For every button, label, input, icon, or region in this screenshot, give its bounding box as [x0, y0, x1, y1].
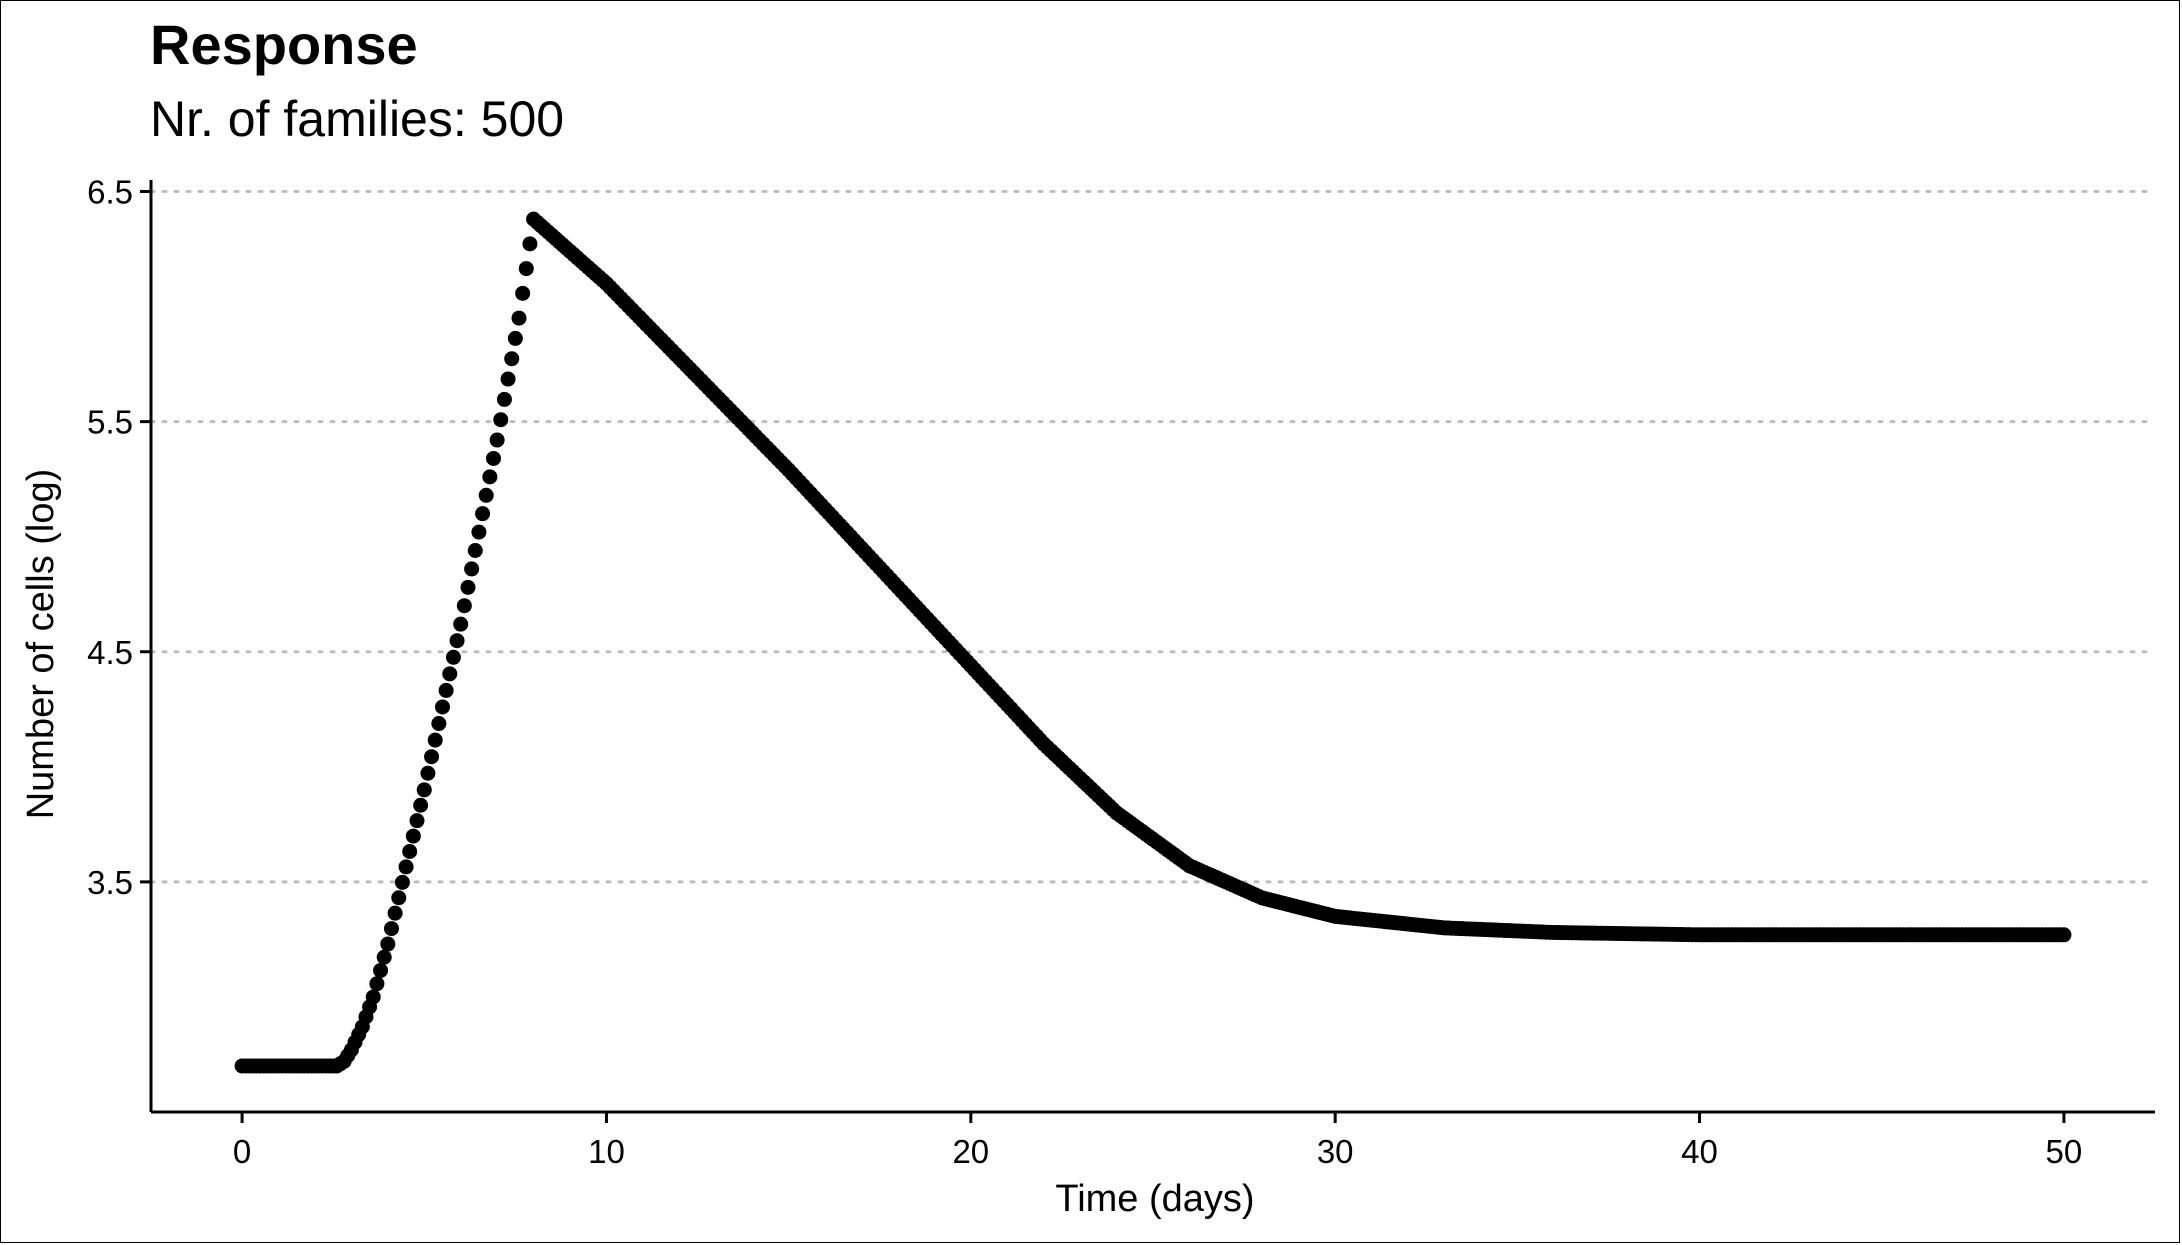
data-point [376, 949, 392, 965]
data-point [387, 905, 403, 921]
data-point [522, 236, 538, 252]
data-point [383, 921, 399, 937]
data-point [380, 936, 396, 952]
y-axis-label: Number of cells (log) [20, 469, 62, 820]
data-point [391, 890, 407, 906]
y-tick-label-4.5: 4.5 [87, 634, 133, 671]
data-point [369, 976, 385, 992]
data-point [442, 666, 458, 682]
data-point [471, 524, 487, 540]
x-tick-label-10: 10 [588, 1133, 625, 1170]
data-point [398, 859, 414, 875]
data-point [515, 285, 531, 301]
data-point [445, 649, 461, 665]
data-point [438, 682, 454, 698]
data-point [434, 699, 450, 715]
data-point [424, 749, 440, 765]
x-axis-ticks: 0 10 20 30 40 50 [233, 1112, 2082, 1170]
data-point [486, 450, 502, 466]
data-point [453, 616, 469, 632]
grid-lines [149, 190, 2157, 884]
data-point [467, 542, 483, 558]
data-point [449, 633, 465, 649]
chart-subtitle: Nr. of families: 500 [150, 91, 565, 147]
y-tick-label-3.5: 3.5 [87, 864, 133, 901]
y-axis-ticks: 3.5 4.5 5.5 6.5 [87, 174, 151, 901]
data-point [504, 351, 520, 367]
data-point [394, 874, 410, 890]
x-tick-label-50: 50 [2046, 1133, 2083, 1170]
data-point [427, 732, 443, 748]
data-point [402, 844, 418, 860]
x-tick-label-40: 40 [1681, 1133, 1718, 1170]
data-point [493, 412, 509, 428]
data-points [234, 211, 2072, 1074]
data-point [518, 261, 534, 277]
data-point [500, 371, 516, 387]
data-point [460, 579, 476, 595]
data-point [365, 989, 381, 1005]
data-point [413, 797, 429, 813]
data-point [511, 310, 527, 326]
data-point [482, 469, 498, 485]
data-point [409, 813, 425, 829]
x-axis-label: Time (days) [1055, 1178, 1254, 1220]
data-point [464, 561, 480, 577]
y-tick-label-6.5: 6.5 [87, 174, 133, 211]
x-tick-label-0: 0 [233, 1133, 251, 1170]
data-point [420, 765, 436, 781]
data-point [373, 962, 389, 978]
data-point [475, 506, 491, 522]
x-tick-label-20: 20 [952, 1133, 989, 1170]
data-point [496, 391, 512, 407]
data-point [478, 487, 494, 503]
data-point [456, 598, 472, 614]
x-tick-label-30: 30 [1317, 1133, 1354, 1170]
data-point [2056, 927, 2072, 943]
data-point [489, 432, 505, 448]
data-point [416, 782, 432, 798]
data-point [431, 716, 447, 732]
chart-title: Response [150, 13, 418, 76]
data-point [507, 330, 523, 346]
data-point [405, 828, 421, 844]
y-tick-label-5.5: 5.5 [87, 404, 133, 441]
